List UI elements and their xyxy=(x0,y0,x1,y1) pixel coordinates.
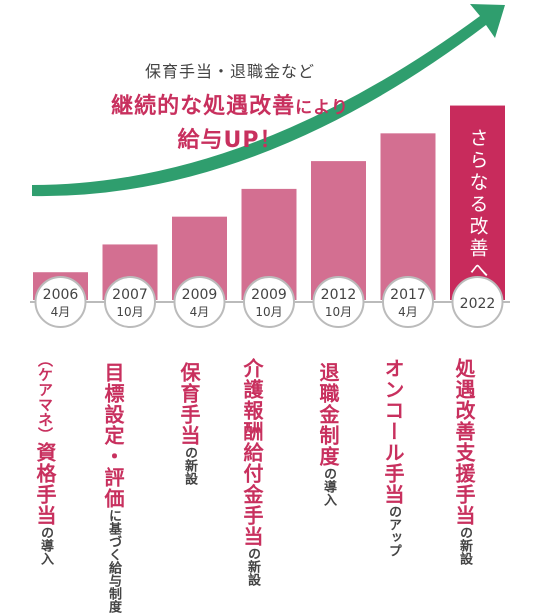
milestone-circle-4 xyxy=(243,276,295,328)
milestone-year-5: 2012 xyxy=(321,287,357,303)
headline-sub: 保育手当・退職金など xyxy=(144,62,315,81)
milestone-month-3: 4月 xyxy=(190,305,210,319)
label-7-main: 処遇改善支援手当 xyxy=(452,358,476,526)
milestones-group: 2006 4月 2007 10月 2009 4月 2009 10月 2012 10月 2017 4月 2… xyxy=(34,276,504,328)
milestone-year-4: 2009 xyxy=(251,287,287,303)
label-4-minor: の新設 xyxy=(245,547,260,586)
highlight-text: さらなる改善へ xyxy=(467,128,489,282)
milestone-circle-7 xyxy=(451,276,504,328)
headline-line1: 継続的な処遇改善により xyxy=(40,88,420,120)
milestone-month-2: 10月 xyxy=(116,305,143,319)
label-1-minor: の導入 xyxy=(38,526,53,565)
milestone-month-5: 10月 xyxy=(325,305,352,319)
milestone-circle-1 xyxy=(34,276,87,328)
bar-chart: 2006 4月 2007 10月 2009 4月 2009 10月 2012 10月 2017 4月 2… xyxy=(30,4,510,328)
milestone-year-7: 2022 xyxy=(460,296,496,312)
label-7-minor: の新設 xyxy=(457,526,472,565)
milestone-year-2: 2007 xyxy=(112,287,148,303)
bar-6 xyxy=(380,133,436,300)
milestone-month-1: 4月 xyxy=(51,305,71,319)
milestone-circle-5 xyxy=(312,276,365,328)
bar-7 xyxy=(450,105,505,300)
headline-rest: により xyxy=(295,98,349,118)
label-5-minor: の導入 xyxy=(321,467,336,506)
milestone-year-6: 2017 xyxy=(390,287,426,303)
label-col-1: （ケアマネ）資格手当の導入 xyxy=(33,352,57,565)
headline-emph: 継続的な処遇改善 xyxy=(111,94,296,119)
milestone-month-6: 4月 xyxy=(398,305,418,319)
milestone-month-4: 10月 xyxy=(255,305,282,319)
label-col-4: 介護報酬給付金手当の新設 xyxy=(240,358,264,586)
milestone-circle-2 xyxy=(104,276,156,328)
label-3-main: 保育手当 xyxy=(177,362,201,446)
label-4-main: 介護報酬給付金手当 xyxy=(240,358,264,547)
milestone-circle-3 xyxy=(173,276,226,328)
label-1-main: 資格手当 xyxy=(33,442,57,526)
label-col-3: 保育手当の新設 xyxy=(177,362,201,485)
label-col-2: 目標設定・評価に基づく給与制度 xyxy=(101,362,125,613)
label-2-minor: に基づく給与制度 xyxy=(106,509,121,613)
milestone-circle-6 xyxy=(382,276,434,328)
label-6-main: オンコール手当 xyxy=(381,358,405,505)
milestone-year-3: 2009 xyxy=(182,287,218,303)
label-2-main: 目標設定・評価 xyxy=(101,362,125,509)
headline-line2: 給与UP！ xyxy=(177,128,283,153)
label-col-5: 退職金制度の導入 xyxy=(316,362,340,506)
headline: 保育手当・退職金など 継続的な処遇改善により 給与UP！ xyxy=(40,58,420,154)
label-col-7: 処遇改善支援手当の新設 xyxy=(452,358,476,565)
label-5-main: 退職金制度 xyxy=(316,362,340,467)
label-1-paren: （ケアマネ） xyxy=(36,352,54,442)
label-6-minor: のアップ xyxy=(386,505,401,557)
milestone-year-1: 2006 xyxy=(43,287,79,303)
label-3-minor: の新設 xyxy=(182,446,197,485)
label-col-6: オンコール手当のアップ xyxy=(381,358,405,557)
chart-area: 2006 4月 2007 10月 2009 4月 2009 10月 2012 10月 2017 4月 2… xyxy=(30,4,510,613)
